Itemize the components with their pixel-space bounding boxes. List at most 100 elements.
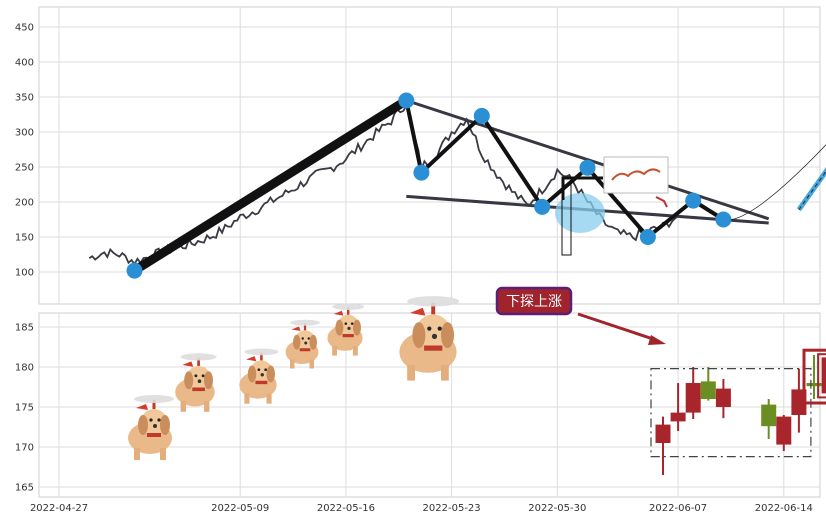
top-y-tick-label: 150 — [15, 233, 34, 244]
dog-ear — [412, 322, 426, 349]
pattern-point-marker — [534, 198, 551, 215]
x-tick-label: 2022-06-07 — [649, 503, 707, 514]
dog-ear — [441, 322, 454, 349]
pattern-segment — [130, 96, 411, 276]
dog-collar — [342, 334, 354, 338]
propeller-blade — [244, 348, 279, 356]
dog-ear — [309, 334, 317, 350]
propeller-fin — [182, 361, 194, 367]
dog-ear — [204, 371, 213, 390]
dog-with-propeller — [399, 296, 460, 381]
dog-eye — [301, 337, 304, 340]
candle-body — [821, 357, 826, 394]
x-tick-label: 2022-04-27 — [30, 503, 88, 514]
propeller-fin — [333, 310, 344, 316]
dog-nose — [197, 379, 202, 383]
pattern-point-marker — [715, 211, 732, 228]
dog-leg — [407, 365, 415, 381]
x-tick-label: 2022-06-14 — [755, 503, 813, 514]
dog-with-propeller — [327, 303, 365, 356]
top-y-tick-label: 100 — [15, 268, 34, 279]
pattern-point-marker — [639, 229, 656, 245]
upper-trendline — [405, 99, 770, 221]
dog-ear — [138, 415, 148, 435]
dog-leg — [160, 448, 166, 460]
annotation-arrow-head — [648, 335, 666, 345]
candle-body — [761, 404, 777, 427]
propeller-blade — [134, 395, 174, 403]
dog-eye — [201, 374, 205, 378]
bottom-y-axis: 165 170 175 180 185 — [15, 323, 34, 494]
top-panel-frame — [38, 6, 821, 305]
dog-ear — [160, 415, 170, 435]
propeller-fin — [409, 307, 426, 316]
dog-collar — [147, 433, 161, 437]
bottom-y-tick-label: 170 — [15, 443, 34, 454]
annotation-arrow-line — [577, 312, 657, 342]
x-tick-label: 2022-05-16 — [317, 503, 375, 514]
top-grid — [39, 7, 820, 304]
annotation-arrow — [577, 312, 666, 345]
dog-nose — [431, 333, 438, 339]
projection-curve — [723, 144, 826, 221]
dog-eye — [437, 326, 442, 331]
dog-ear — [266, 365, 275, 383]
propeller-fin — [291, 326, 301, 331]
top-y-tick-label: 250 — [15, 163, 34, 174]
mini-red-mark — [655, 196, 668, 208]
dog-eye — [264, 368, 268, 372]
candle-body — [685, 383, 701, 413]
dog-nose — [153, 424, 157, 428]
dog-leg — [204, 401, 210, 412]
dog-with-propeller — [128, 395, 174, 460]
bottom-y-tick-label: 180 — [15, 363, 34, 374]
pattern-segment — [645, 198, 696, 239]
candle-body — [776, 416, 792, 445]
pattern-point-marker — [579, 159, 596, 176]
pattern-segment — [404, 98, 424, 175]
top-y-tick-label: 300 — [15, 128, 34, 139]
dog-eye — [149, 418, 153, 422]
x-tick-label: 2022-05-09 — [211, 503, 269, 514]
candle-body — [655, 424, 671, 443]
pattern-segment — [419, 113, 484, 175]
top-plot-area — [88, 92, 826, 279]
dog-eye — [194, 374, 198, 378]
dog-leg — [266, 393, 272, 404]
dog-leg — [309, 359, 314, 369]
annotation-box — [495, 286, 573, 316]
top-y-tick-label: 450 — [15, 23, 34, 34]
propeller-blade — [407, 296, 460, 307]
dog-eye — [157, 418, 161, 422]
dog-leg — [180, 401, 186, 412]
x-axis: 2022-04-27 2022-05-09 2022-05-16 2022-05-23… — [30, 503, 813, 514]
annotation-text: 下探上涨 — [506, 294, 562, 310]
dog-eye — [257, 368, 261, 372]
dog-with-propeller — [285, 319, 320, 369]
dog-collar — [299, 348, 311, 352]
x-tick-label: 2022-05-23 — [423, 503, 481, 514]
dog-ear — [335, 319, 344, 336]
top-y-tick-label: 350 — [15, 93, 34, 104]
dog-leg — [244, 393, 250, 404]
bottom-plot-area — [650, 348, 826, 475]
breakout-bracket — [561, 184, 572, 256]
bottom-y-tick-label: 185 — [15, 323, 34, 334]
propeller-blade — [332, 303, 365, 310]
x-tick-label: 2022-05-30 — [528, 503, 586, 514]
dog-leg — [441, 365, 449, 381]
propeller-fin — [246, 356, 257, 362]
propeller-blade — [180, 353, 217, 361]
candle-body — [670, 412, 686, 422]
dog-ear — [247, 365, 257, 383]
dog-nose — [347, 326, 351, 330]
dog-with-propeller — [239, 348, 279, 404]
top-y-tick-label: 200 — [15, 198, 34, 209]
dog-eye — [350, 322, 354, 325]
candle-highlight-box — [802, 348, 826, 405]
candle-body — [715, 388, 731, 407]
dog-eye — [307, 337, 310, 340]
dog-leg — [134, 448, 140, 460]
dog-leg — [290, 359, 295, 369]
